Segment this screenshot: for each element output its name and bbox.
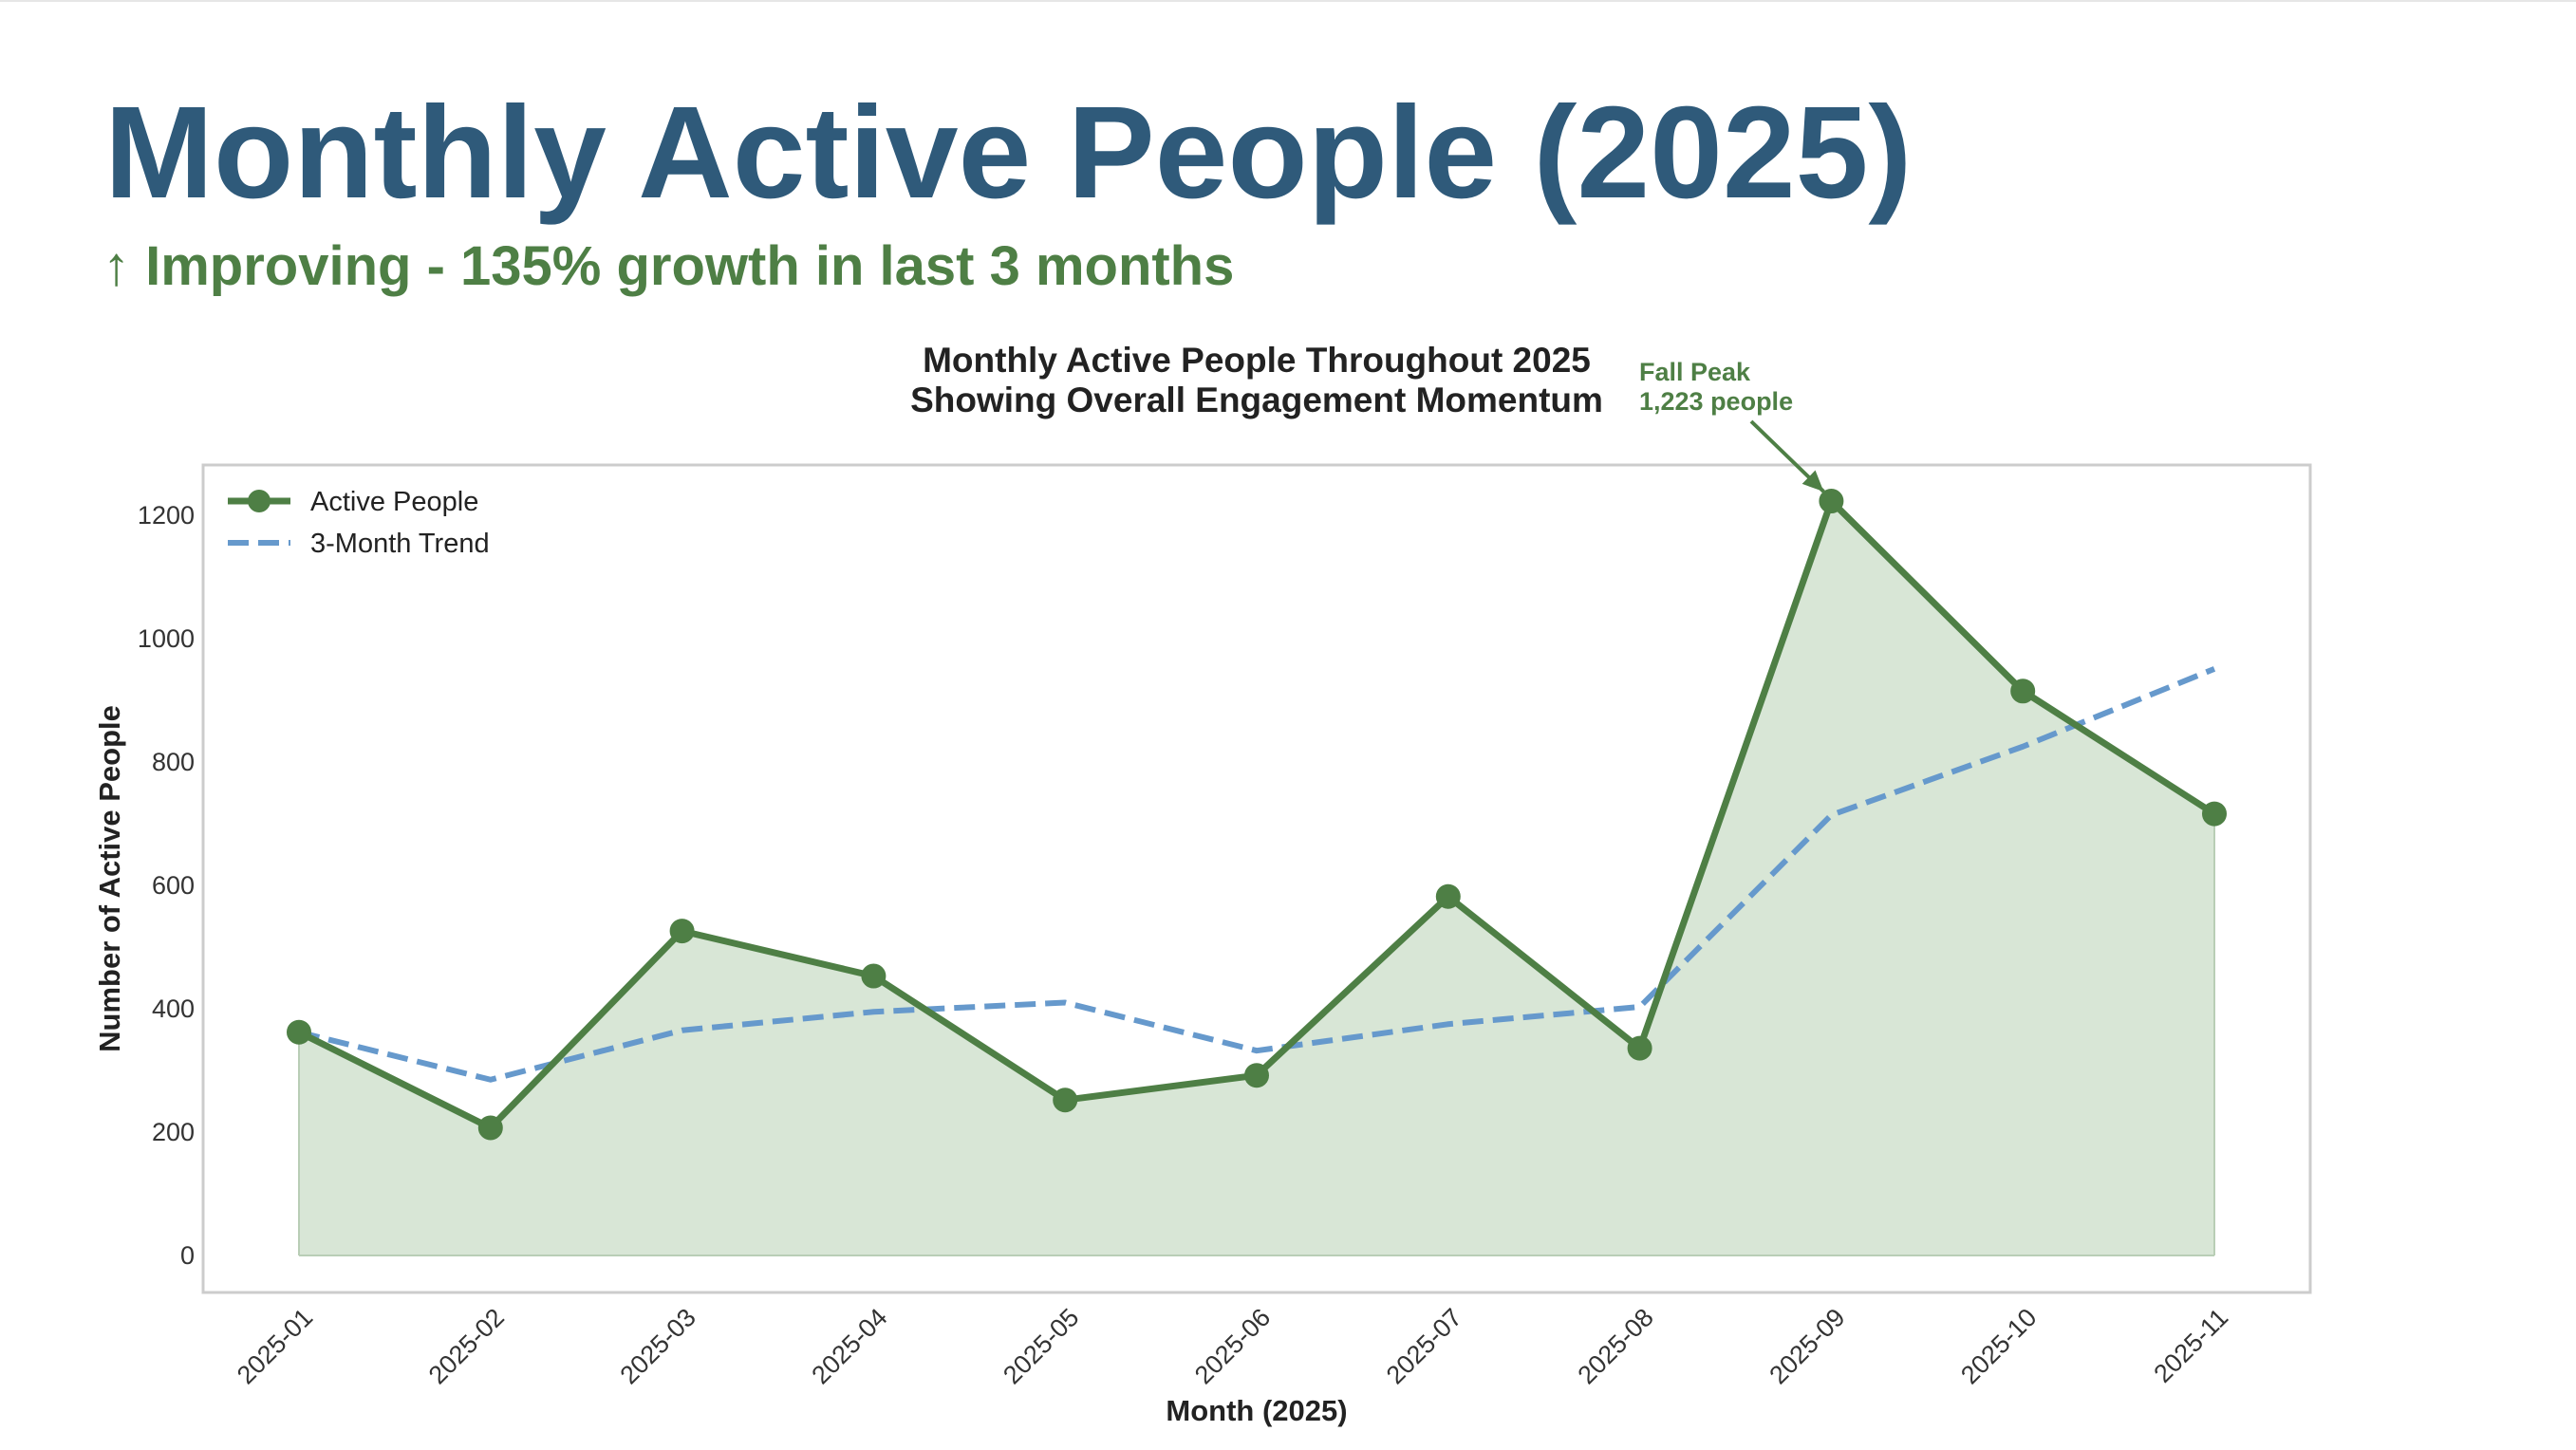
data-point-2025-11 (2202, 801, 2227, 827)
data-point-2025-03 (669, 919, 695, 944)
data-point-2025-10 (2010, 679, 2036, 704)
page-title: Monthly Active People (2025) (104, 80, 1913, 226)
data-point-2025-07 (1435, 883, 1461, 909)
data-point-2025-05 (1053, 1088, 1078, 1113)
data-point-2025-02 (477, 1115, 503, 1141)
data-point-2025-06 (1244, 1063, 1269, 1088)
y-tick-label: 0 (180, 1241, 195, 1270)
x-tick-label: 2025-02 (423, 1303, 510, 1389)
x-tick-label: 2025-03 (615, 1303, 701, 1389)
legend-active-people-label: Active People (310, 487, 478, 517)
y-tick-label: 600 (152, 871, 195, 900)
x-tick-label: 2025-06 (1189, 1303, 1276, 1389)
growth-subtitle: ↑ Improving - 135% growth in last 3 mont… (103, 235, 1235, 297)
annotation-arrow-head (1801, 470, 1824, 493)
annotation-title: Fall Peak (1639, 358, 1751, 386)
y-tick-label: 1000 (138, 624, 195, 653)
data-point-2025-09 (1819, 489, 1844, 514)
data-point-2025-08 (1627, 1035, 1652, 1061)
y-tick-label: 1200 (138, 501, 195, 530)
y-tick-label: 400 (152, 995, 195, 1023)
chart-subtitle: Showing Overall Engagement Momentum (910, 381, 1603, 419)
y-tick-label: 200 (152, 1118, 195, 1146)
y-axis-label: Number of Active People (93, 705, 126, 1052)
annotation-value: 1,223 people (1639, 387, 1793, 416)
x-tick-label: 2025-11 (2148, 1303, 2233, 1388)
legend-trend-label: 3-Month Trend (310, 529, 490, 559)
x-tick-label: 2025-05 (998, 1303, 1084, 1389)
x-tick-label: 2025-10 (1955, 1303, 2042, 1389)
x-tick-label: 2025-09 (1764, 1303, 1850, 1389)
x-tick-label: 2025-07 (1381, 1303, 1467, 1389)
data-point-2025-04 (861, 963, 887, 989)
plot-frame (201, 463, 2312, 1294)
x-axis-label: Month (2025) (1166, 1394, 1347, 1427)
x-tick-label: 2025-01 (232, 1303, 318, 1389)
trend-line (298, 666, 2216, 1083)
active-people-area (299, 501, 2214, 1255)
y-tick-label: 800 (152, 748, 195, 776)
legend: Active People 3-Month Trend (228, 487, 490, 559)
x-tick-label: 2025-08 (1573, 1303, 1659, 1389)
top-border (0, 0, 2576, 2)
chart-title: Monthly Active People Throughout 2025 (923, 341, 1591, 380)
legend-active-people-marker (248, 490, 271, 512)
data-point-2025-01 (287, 1019, 311, 1045)
x-tick-label: 2025-04 (806, 1303, 892, 1389)
